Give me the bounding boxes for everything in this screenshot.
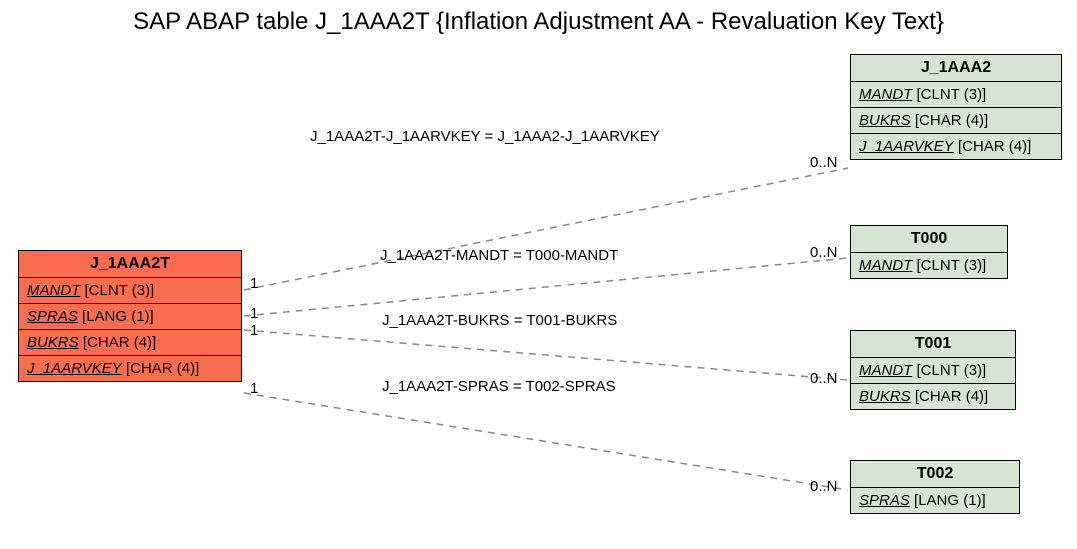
table-row: MANDT [CLNT (3)] xyxy=(19,278,241,304)
multiplicity-to: 0..N xyxy=(810,478,838,495)
table-header: T001 xyxy=(851,331,1015,358)
table-row: MANDT [CLNT (3)] xyxy=(851,358,1015,384)
table-header: J_1AAA2T xyxy=(19,251,241,278)
edge-label: J_1AAA2T-J_1AARVKEY = J_1AAA2-J_1AARVKEY xyxy=(310,128,660,145)
table-row: SPRAS [LANG (1)] xyxy=(19,304,241,330)
multiplicity-from: 1 xyxy=(250,322,258,339)
multiplicity-to: 0..N xyxy=(810,244,838,261)
edge-label: J_1AAA2T-BUKRS = T001-BUKRS xyxy=(382,312,617,329)
table-header: T002 xyxy=(851,461,1019,488)
multiplicity-to: 0..N xyxy=(810,154,838,171)
multiplicity-from: 1 xyxy=(250,275,258,292)
table-row: BUKRS [CHAR (4)] xyxy=(851,384,1015,409)
table-row: J_1AARVKEY [CHAR (4)] xyxy=(851,134,1061,159)
multiplicity-to: 0..N xyxy=(810,370,838,387)
edge-label: J_1AAA2T-SPRAS = T002-SPRAS xyxy=(382,378,616,395)
table-j_1aaa2: J_1AAA2MANDT [CLNT (3)]BUKRS [CHAR (4)]J… xyxy=(850,54,1062,160)
table-t002: T002SPRAS [LANG (1)] xyxy=(850,460,1020,514)
table-row: SPRAS [LANG (1)] xyxy=(851,488,1019,513)
table-row: MANDT [CLNT (3)] xyxy=(851,82,1061,108)
table-t001: T001MANDT [CLNT (3)]BUKRS [CHAR (4)] xyxy=(850,330,1016,410)
multiplicity-from: 1 xyxy=(250,305,258,322)
table-row: J_1AARVKEY [CHAR (4)] xyxy=(19,356,241,381)
table-header: T000 xyxy=(851,226,1007,253)
edge-label: J_1AAA2T-MANDT = T000-MANDT xyxy=(380,247,618,264)
table-t000: T000MANDT [CLNT (3)] xyxy=(850,225,1008,279)
page-title: SAP ABAP table J_1AAA2T {Inflation Adjus… xyxy=(0,8,1077,36)
table-row: MANDT [CLNT (3)] xyxy=(851,253,1007,278)
table-row: BUKRS [CHAR (4)] xyxy=(851,108,1061,134)
table-header: J_1AAA2 xyxy=(851,55,1061,82)
multiplicity-from: 1 xyxy=(250,380,258,397)
table-row: BUKRS [CHAR (4)] xyxy=(19,330,241,356)
table-j1aaa2t: J_1AAA2T MANDT [CLNT (3)]SPRAS [LANG (1)… xyxy=(18,250,242,382)
